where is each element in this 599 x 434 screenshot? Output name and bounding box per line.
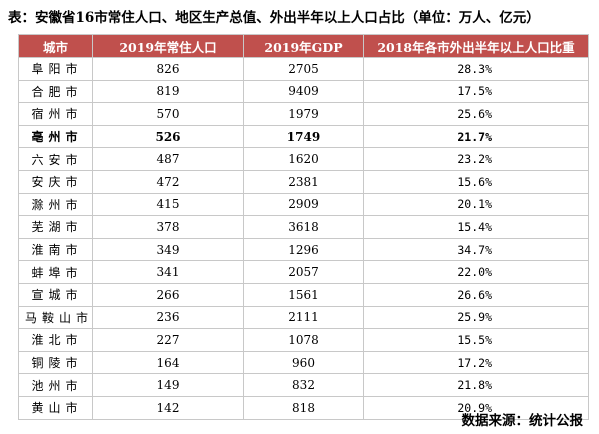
cell-outflow-ratio: 26.6% (363, 282, 589, 307)
cell-gdp: 9409 (243, 79, 364, 104)
table-row: 阜阳市 826 2705 28.3% (18, 57, 589, 81)
table-row: 滁州市 415 2909 20.1% (18, 192, 589, 217)
cell-gdp: 1561 (243, 282, 364, 307)
cell-gdp: 818 (243, 395, 364, 420)
cell-outflow-ratio: 17.2% (363, 350, 589, 375)
cell-population: 227 (92, 328, 244, 352)
cell-population: 266 (92, 282, 244, 307)
cell-population: 164 (92, 350, 244, 375)
cell-outflow-ratio: 20.1% (363, 192, 589, 217)
cell-outflow-ratio: 34.7% (363, 237, 589, 262)
cell-city: 淮北市 (18, 328, 93, 352)
header-city: 城市 (18, 34, 93, 58)
cell-population: 149 (92, 373, 244, 397)
cell-city: 芜湖市 (18, 215, 93, 239)
cell-population: 819 (92, 79, 244, 104)
cell-outflow-ratio: 21.8% (363, 373, 589, 397)
cell-population: 349 (92, 237, 244, 262)
cell-city: 合肥市 (18, 79, 93, 104)
cell-gdp: 832 (243, 373, 364, 397)
cell-gdp: 1078 (243, 328, 364, 352)
cell-population: 487 (92, 147, 244, 171)
cell-outflow-ratio: 15.4% (363, 215, 589, 239)
cell-city: 安庆市 (18, 169, 93, 194)
population-gdp-table: 城市 2019年常住人口 2019年GDP 2018年各市外出半年以上人口比重 … (18, 34, 589, 420)
cell-gdp: 2381 (243, 169, 364, 194)
header-outflow-ratio: 2018年各市外出半年以上人口比重 (363, 34, 589, 58)
cell-city: 六安市 (18, 147, 93, 171)
cell-population: 341 (92, 260, 244, 284)
cell-city: 马鞍山市 (18, 305, 93, 330)
cell-population: 526 (92, 124, 244, 149)
table-header-row: 城市 2019年常住人口 2019年GDP 2018年各市外出半年以上人口比重 (18, 34, 589, 58)
table-row: 淮南市 349 1296 34.7% (18, 237, 589, 262)
cell-city: 宣城市 (18, 282, 93, 307)
cell-population: 142 (92, 395, 244, 420)
cell-gdp: 1620 (243, 147, 364, 171)
cell-outflow-ratio: 22.0% (363, 260, 589, 284)
table-row: 宣城市 266 1561 26.6% (18, 282, 589, 307)
header-gdp: 2019年GDP (243, 34, 364, 58)
cell-outflow-ratio: 15.5% (363, 328, 589, 352)
cell-gdp: 1749 (243, 124, 364, 149)
table-row: 亳州市 526 1749 21.7% (18, 124, 589, 149)
cell-city: 黄山市 (18, 395, 93, 420)
table-row: 六安市 487 1620 23.2% (18, 147, 589, 171)
table-row: 蚌埠市 341 2057 22.0% (18, 260, 589, 284)
cell-population: 570 (92, 102, 244, 126)
cell-gdp: 2057 (243, 260, 364, 284)
cell-city: 铜陵市 (18, 350, 93, 375)
table-row: 宿州市 570 1979 25.6% (18, 102, 589, 126)
cell-city: 宿州市 (18, 102, 93, 126)
cell-gdp: 3618 (243, 215, 364, 239)
cell-population: 472 (92, 169, 244, 194)
header-population: 2019年常住人口 (92, 34, 244, 58)
table-row: 安庆市 472 2381 15.6% (18, 169, 589, 194)
table-row: 淮北市 227 1078 15.5% (18, 328, 589, 352)
cell-outflow-ratio: 20.9% (363, 395, 589, 420)
cell-outflow-ratio: 15.6% (363, 169, 589, 194)
cell-outflow-ratio: 25.6% (363, 102, 589, 126)
cell-gdp: 2111 (243, 305, 364, 330)
cell-city: 池州市 (18, 373, 93, 397)
table-row: 马鞍山市 236 2111 25.9% (18, 305, 589, 330)
table-row: 芜湖市 378 3618 15.4% (18, 215, 589, 239)
cell-city: 淮南市 (18, 237, 93, 262)
table-body: 阜阳市 826 2705 28.3% 合肥市 819 9409 17.5% 宿州市 570 1979… (18, 57, 589, 420)
cell-gdp: 1296 (243, 237, 364, 262)
cell-gdp: 2909 (243, 192, 364, 217)
cell-population: 378 (92, 215, 244, 239)
cell-city: 滁州市 (18, 192, 93, 217)
cell-city: 蚌埠市 (18, 260, 93, 284)
cell-population: 236 (92, 305, 244, 330)
cell-outflow-ratio: 21.7% (363, 124, 589, 149)
cell-outflow-ratio: 17.5% (363, 79, 589, 104)
cell-population: 826 (92, 57, 244, 81)
cell-gdp: 1979 (243, 102, 364, 126)
data-source-note: 数据来源：统计公报 (461, 413, 584, 429)
cell-gdp: 960 (243, 350, 364, 375)
cell-population: 415 (92, 192, 244, 217)
table-row: 池州市 149 832 21.8% (18, 373, 589, 397)
cell-gdp: 2705 (243, 57, 364, 81)
table-title: 表：安徽省16市常住人口、地区生产总值、外出半年以上人口占比（单位：万人、亿元） (8, 10, 540, 26)
table-row: 合肥市 819 9409 17.5% (18, 79, 589, 104)
cell-city: 亳州市 (18, 124, 93, 149)
cell-city: 阜阳市 (18, 57, 93, 81)
cell-outflow-ratio: 25.9% (363, 305, 589, 330)
table-row: 铜陵市 164 960 17.2% (18, 350, 589, 375)
cell-outflow-ratio: 23.2% (363, 147, 589, 171)
cell-outflow-ratio: 28.3% (363, 57, 589, 81)
table-row: 黄山市 142 818 20.9% (18, 395, 589, 420)
